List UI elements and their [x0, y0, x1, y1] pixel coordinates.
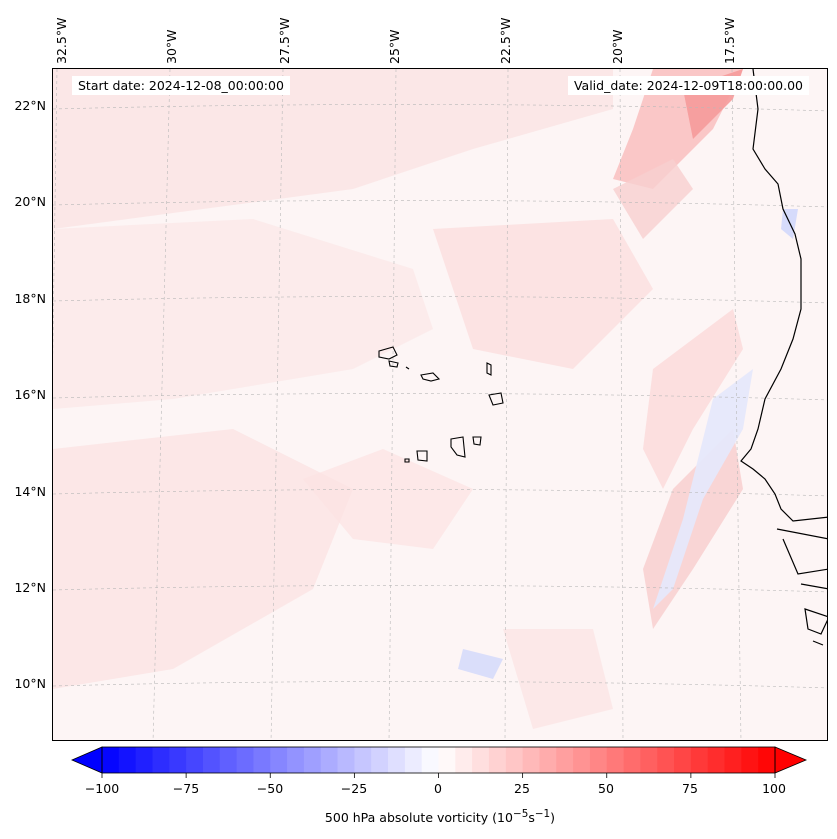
colorbar-segment: [287, 747, 305, 773]
colorbar-segment: [505, 747, 524, 773]
colorbar-segment: [758, 747, 776, 773]
colorbar-tick-label: −50: [256, 781, 284, 796]
lon-label: 17.5°W: [722, 17, 737, 64]
colorbar-tick-label: 75: [682, 781, 698, 796]
colorbar-segment: [354, 747, 372, 773]
colorbar-segments: [102, 747, 776, 773]
colorbar-segment: [219, 747, 238, 773]
colorbar-tick-label: −25: [340, 781, 368, 796]
coastline: [740, 69, 827, 646]
colorbar-segment: [202, 747, 221, 773]
colorbar-segment: [522, 747, 541, 773]
lat-label: 18°N: [14, 291, 46, 306]
colorbar-segment: [371, 747, 389, 773]
colorbar-segment: [640, 747, 658, 773]
colorbar-segment: [118, 747, 137, 773]
colorbar-extend-max: [774, 746, 808, 774]
colorbar-tick-label: −100: [84, 781, 120, 796]
lon-label: 32.5°W: [54, 17, 69, 64]
colorbar-segment: [169, 747, 187, 773]
lon-label: 22.5°W: [498, 17, 513, 64]
colorbar-segment: [539, 747, 557, 773]
colorbar-segment: [690, 747, 709, 773]
start-date-label: Start date: 2024-12-08_00:00:00: [72, 76, 290, 95]
colorbar-tick-label: 0: [434, 781, 442, 796]
graticule: [53, 69, 827, 740]
colorbar-segment: [455, 747, 473, 773]
colorbar-segment: [556, 747, 574, 773]
valid-date-label: Valid_date: 2024-12-09T18:00:00.00: [567, 76, 809, 95]
colorbar-segment: [152, 747, 170, 773]
lat-label: 20°N: [14, 194, 46, 209]
colorbar-segment: [135, 747, 154, 773]
lon-label: 25°W: [387, 29, 402, 64]
colorbar-segment: [472, 747, 490, 773]
colorbar-segment: [724, 747, 742, 773]
colorbar-segment: [236, 747, 255, 773]
colorbar-label: 500 hPa absolute vorticity (10−5s−1): [324, 808, 556, 826]
colorbar-segment: [404, 747, 423, 773]
lat-label: 22°N: [14, 98, 46, 113]
lon-label: 30°W: [164, 29, 179, 64]
lat-label: 16°N: [14, 387, 46, 402]
colorbar-segment: [337, 747, 355, 773]
colorbar-segment: [707, 747, 726, 773]
lat-label: 12°N: [14, 580, 46, 595]
colorbar-segment: [186, 747, 204, 773]
colorbar-extend-min: [70, 746, 103, 774]
colorbar-segment: [657, 747, 675, 773]
vorticity-field: [53, 69, 798, 729]
colorbar-segment: [623, 747, 641, 773]
colorbar-segment: [320, 747, 339, 773]
lon-label: 27.5°W: [277, 17, 292, 64]
colorbar-segment: [303, 747, 322, 773]
colorbar-segment: [253, 747, 271, 773]
colorbar-segment: [438, 747, 456, 773]
colorbar-segment: [102, 747, 120, 773]
colorbar-tick-label: −75: [172, 781, 200, 796]
colorbar-segment: [388, 747, 406, 773]
colorbar-tick-label: 25: [514, 781, 530, 796]
colorbar-tick-label: 50: [598, 781, 614, 796]
vorticity-map: [53, 69, 827, 740]
map-panel: [52, 68, 828, 741]
lat-label: 14°N: [14, 484, 46, 499]
lat-label: 10°N: [14, 676, 46, 691]
colorbar-segment: [741, 747, 759, 773]
lon-label: 20°W: [610, 29, 625, 64]
colorbar-segment: [488, 747, 507, 773]
colorbar-segment: [674, 747, 692, 773]
colorbar: [70, 746, 808, 778]
colorbar-segment: [421, 747, 440, 773]
colorbar-segment: [606, 747, 625, 773]
cape-verde-islands: [378, 346, 504, 463]
colorbar-tick-label: 100: [762, 781, 786, 796]
colorbar-segment: [270, 747, 288, 773]
colorbar-segment: [589, 747, 608, 773]
colorbar-segment: [573, 747, 591, 773]
